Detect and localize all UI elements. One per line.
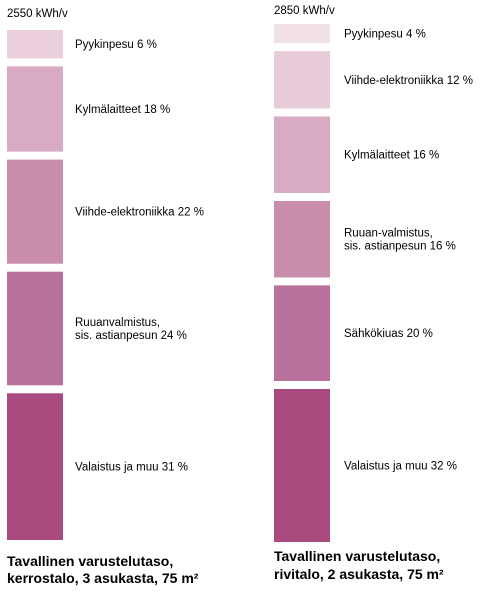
bar-segment [274, 285, 330, 381]
segment-label: Sähkökiuas 20 % [344, 328, 433, 340]
chart-caption: kerrostalo, 3 asukasta, 75 m² [7, 570, 199, 586]
bar-segment [274, 51, 330, 109]
chart-caption: rivitalo, 2 asukasta, 75 m² [274, 566, 444, 582]
total-consumption-label: 2550 kWh/v [7, 8, 68, 20]
segment-label: Viihde-elektroniikka 22 % [75, 207, 204, 219]
segment-label: Viihde-elektroniikka 12 % [344, 75, 473, 87]
segment-label: Valaistus ja muu 32 % [344, 461, 457, 473]
segment-label: Ruuan-valmistus, [344, 228, 433, 240]
segment-label: sis. astianpesun 24 % [75, 330, 187, 342]
bar-segment [274, 201, 330, 278]
bar-segment [274, 389, 330, 542]
chart-caption: Tavallinen varustelutaso, [7, 553, 173, 569]
segment-label: sis. astianpesun 16 % [344, 241, 456, 253]
segment-label: Ruuanvalmistus, [75, 317, 160, 329]
bar-segment [7, 66, 63, 152]
segment-label: Valaistus ja muu 31 % [75, 462, 188, 474]
bar-segment [7, 271, 63, 386]
bar-segment [7, 30, 63, 59]
total-consumption-label: 2850 kWh/v [274, 5, 335, 17]
segment-label: Pyykinpesu 4 % [344, 29, 426, 41]
bar-segment [274, 24, 330, 44]
segment-label: Kylmälaitteet 18 % [75, 104, 170, 116]
bar-segment [274, 116, 330, 193]
bar-segment [7, 159, 63, 264]
segment-label: Pyykinpesu 6 % [75, 39, 157, 51]
bar-segment [7, 393, 63, 540]
segment-label: Kylmälaitteet 16 % [344, 150, 439, 162]
chart-caption: Tavallinen varustelutaso, [274, 548, 440, 564]
